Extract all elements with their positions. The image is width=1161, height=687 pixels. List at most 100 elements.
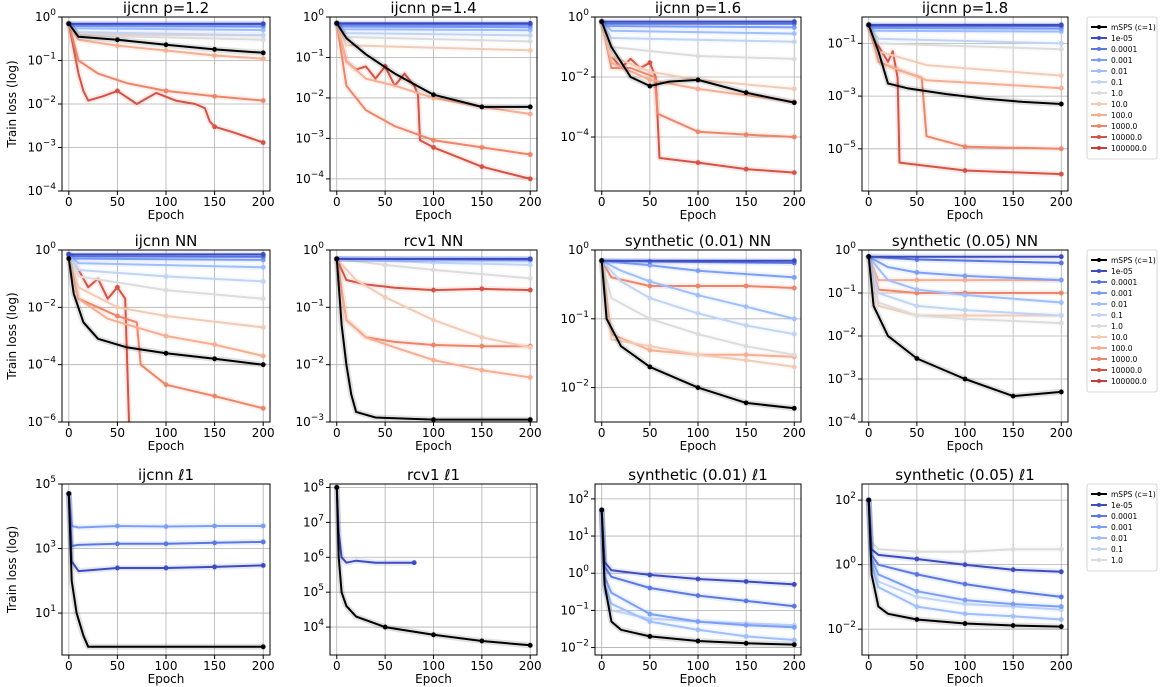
series-marker: [914, 549, 920, 555]
y-tick-label: 100: [303, 241, 324, 257]
series-group: [333, 484, 534, 649]
x-tick-label: 150: [203, 426, 226, 440]
legend-marker: [1097, 102, 1101, 106]
series-marker: [647, 347, 653, 353]
y-tick-label: 101: [568, 527, 589, 543]
series-line-10000.0: [335, 22, 532, 180]
legend-label: 1.0: [1111, 556, 1123, 565]
y-tick-label: 103: [35, 540, 56, 556]
series-marker: [163, 48, 169, 53]
series-marker: [647, 343, 653, 349]
series-marker: [479, 367, 485, 373]
legend-label: 1e-05: [1111, 501, 1133, 510]
x-axis-label: Epoch: [148, 439, 185, 453]
series-marker: [260, 362, 266, 368]
series-line-mSPS (c=1): [867, 499, 1063, 628]
y-tick-label: 10−2: [560, 379, 589, 395]
legend-2: mSPS (c=1) 1e-05 0.0001 0.001 0.01 0.1 1.0 10.0…: [1086, 249, 1158, 393]
series-marker: [1058, 604, 1064, 610]
subplot-4: 0 50 100 150 200 10−5 10−3 10−1 ijcnn p=1.8 Epoch: [827, 0, 1072, 222]
x-tick-label: 150: [203, 659, 226, 673]
x-tick-label: 200: [783, 426, 806, 440]
series-marker: [260, 264, 266, 270]
series-marker: [695, 352, 701, 358]
y-tick-label: 10−1: [827, 34, 856, 50]
series-marker: [791, 642, 797, 648]
y-tick-label: 100: [568, 564, 589, 580]
legend-label: 100000.0: [1111, 377, 1147, 386]
series-marker: [743, 598, 749, 604]
x-tick-label: 100: [422, 659, 445, 673]
legend-marker: [1097, 80, 1101, 84]
series-group: [865, 253, 1065, 400]
series-marker: [914, 277, 920, 283]
series-marker: [1058, 254, 1064, 260]
x-tick-label: 200: [252, 195, 275, 209]
x-tick-label: 100: [155, 426, 178, 440]
x-tick-label: 50: [110, 659, 125, 673]
y-tick-label: 10−1: [295, 298, 324, 314]
series-line-mSPS (c=1): [335, 257, 532, 421]
series-marker: [479, 638, 485, 644]
series-marker: [1058, 260, 1064, 266]
series-line-mSPS (c=1): [335, 486, 532, 647]
legend-marker: [1097, 146, 1101, 150]
series-marker: [260, 50, 266, 56]
series-marker: [431, 92, 436, 98]
series-line-mSPS (c=1): [67, 492, 265, 648]
series-marker: [163, 565, 169, 571]
series-marker: [695, 86, 701, 92]
legend-label: 1e-05: [1111, 267, 1133, 276]
subplot-8: 0 50 100 150 200 10−4 10−3 10−2 10−1 100 synthetic…: [827, 232, 1072, 453]
subplot-title: ijcnn p=1.4: [390, 0, 476, 17]
legend-marker: [1097, 313, 1101, 317]
series-marker: [914, 290, 920, 296]
series-line-mSPS (c=1): [600, 509, 796, 646]
series-marker: [791, 624, 797, 630]
x-axis-label: Epoch: [415, 208, 452, 222]
series-group: [65, 251, 267, 422]
legend-label: mSPS (c=1): [1111, 23, 1156, 32]
series-marker: [962, 549, 968, 555]
legend-3: mSPS (c=1) 1e-05 0.0001 0.001 0.01 0.1 1.0: [1086, 483, 1158, 572]
series-line-0.1: [600, 259, 796, 336]
y-tick-label: 100: [35, 241, 56, 257]
y-tick-label: 10−1: [560, 601, 589, 617]
x-tick-label: 0: [333, 195, 341, 209]
series-line-mSPS (c=1): [600, 20, 796, 104]
series-marker: [66, 252, 72, 257]
legend-label: 0.1: [1111, 311, 1123, 320]
x-tick-label: 200: [519, 426, 542, 440]
series-marker: [695, 331, 701, 337]
series-marker: [527, 104, 533, 110]
legend-label: 0.01: [1111, 300, 1128, 309]
series-line-mSPS (c=1): [67, 257, 265, 366]
y-tick-label: 100: [35, 8, 56, 24]
x-tick-label: 150: [735, 426, 758, 440]
series-marker: [163, 350, 169, 356]
x-tick-label: 150: [470, 659, 493, 673]
x-tick-label: 50: [377, 195, 392, 209]
series-marker: [411, 560, 417, 566]
series-marker: [743, 343, 749, 349]
series-line-10.0: [335, 22, 532, 52]
series-marker: [1058, 624, 1064, 630]
series-marker: [695, 310, 701, 316]
series-marker: [962, 562, 968, 568]
x-axis-label: Epoch: [680, 208, 717, 222]
series-line-0.001: [600, 259, 796, 279]
x-tick-label: 100: [954, 659, 977, 673]
series-marker: [599, 258, 605, 264]
series-group: [865, 497, 1065, 630]
series-marker: [260, 140, 266, 145]
y-tick-label: 10−3: [827, 87, 856, 103]
legend-marker: [1097, 113, 1101, 117]
series-marker: [914, 270, 920, 275]
x-axis-label: Epoch: [680, 439, 717, 453]
subplot-title: synthetic (0.05) ℓ1: [895, 466, 1035, 484]
legend-marker: [1097, 379, 1101, 383]
series-marker: [1010, 613, 1016, 619]
series-marker: [962, 277, 968, 283]
series-line-0.01: [600, 259, 796, 320]
series-marker: [260, 353, 266, 359]
